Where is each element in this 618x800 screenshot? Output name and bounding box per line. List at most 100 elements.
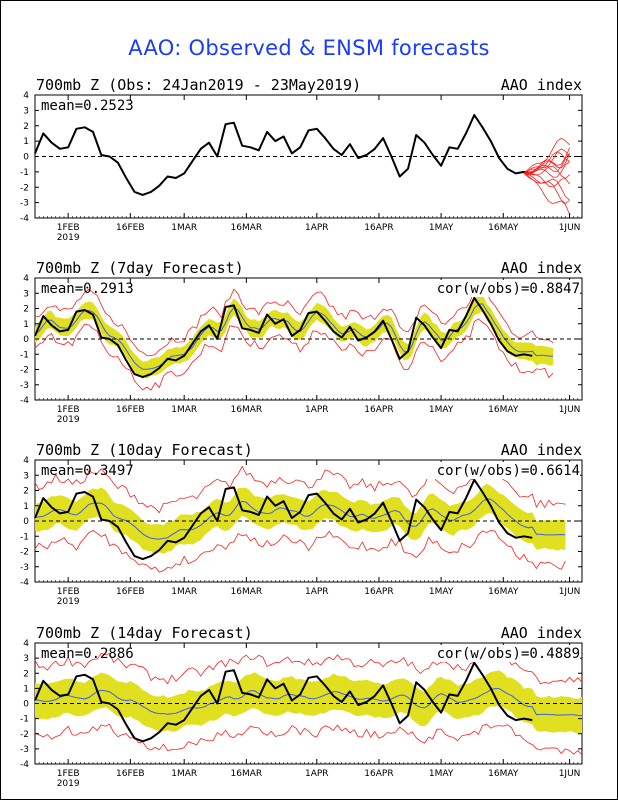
mean-label: mean=0.2886 — [41, 646, 134, 662]
cor-label-bg — [420, 645, 580, 662]
x-tick-label: 16APR — [364, 223, 393, 233]
y-tick-label: 0 — [23, 517, 29, 527]
index-label: AAO index — [501, 76, 582, 94]
y-tick-label: 4 — [23, 274, 29, 284]
mean-label: mean=0.3497 — [41, 463, 134, 479]
y-tick-label: 2 — [23, 487, 29, 497]
ensemble-member-line — [523, 165, 570, 180]
mean-label: mean=0.2913 — [41, 281, 134, 297]
y-tick-label: -1 — [20, 532, 29, 542]
y-tick-label: -1 — [20, 350, 29, 360]
ensemble-member-line — [523, 161, 570, 178]
index-label: AAO index — [501, 259, 582, 277]
y-tick-label: -4 — [20, 578, 29, 588]
x-tick-label: 16MAR — [231, 405, 263, 415]
y-tick-label: 3 — [23, 106, 29, 116]
y-tick-label: 0 — [23, 153, 29, 163]
correlation-label: cor(w/obs)=0.6614 — [437, 463, 580, 479]
y-tick-label: 4 — [23, 91, 29, 101]
x-tick-label: 1APR — [305, 223, 329, 233]
y-tick-label: -3 — [20, 745, 29, 755]
index-label: AAO index — [501, 624, 582, 642]
ensemble-member-line — [523, 152, 570, 174]
x-tick-label: 16MAR — [231, 769, 263, 779]
observed-line — [34, 114, 533, 196]
y-tick-label: -4 — [20, 396, 29, 406]
y-tick-label: 1 — [23, 137, 29, 147]
ensemble-member-line — [523, 151, 570, 174]
x-year-label: 2019 — [57, 233, 80, 243]
x-tick-label: 1APR — [305, 587, 329, 597]
page-title: AAO: Observed & ENSM forecasts — [128, 36, 490, 60]
y-tick-label: -2 — [20, 366, 29, 376]
y-tick-label: 2 — [23, 122, 29, 132]
chart-panel-2: 700mb Z (7day Forecast) AAO index 4 3 2 1 0 -1 -… — [20, 259, 583, 425]
x-tick-label: 1MAR — [171, 769, 197, 779]
y-tick-label: 1 — [23, 320, 29, 330]
x-tick-label: 1MAY — [429, 223, 454, 233]
y-tick-label: 4 — [23, 639, 29, 649]
y-tick-label: 3 — [23, 289, 29, 299]
x-tick-label: 1MAY — [429, 587, 454, 597]
x-tick-label: 1APR — [305, 405, 329, 415]
x-tick-label: 1JUN — [559, 405, 581, 415]
correlation-label: cor(w/obs)=0.8847 — [437, 281, 580, 297]
y-tick-label: -2 — [20, 183, 29, 193]
y-tick-label: -3 — [20, 563, 29, 573]
x-tick-label: 16MAY — [488, 769, 519, 779]
y-tick-label: -3 — [20, 381, 29, 391]
x-tick-label: 16MAR — [231, 587, 263, 597]
x-tick-label: 1JUN — [559, 587, 581, 597]
x-tick-label: 1APR — [305, 769, 329, 779]
x-tick-label: 16MAY — [488, 587, 519, 597]
y-tick-label: 0 — [23, 700, 29, 710]
ensemble-mean-line — [34, 303, 554, 370]
ensemble-member-line — [523, 173, 570, 204]
panel-title: 700mb Z (10day Forecast) — [36, 441, 253, 459]
x-tick-label: 1MAY — [429, 405, 454, 415]
x-tick-label: 16FEB — [116, 223, 145, 233]
x-tick-label: 1FEB — [57, 769, 80, 779]
y-tick-label: 1 — [23, 684, 29, 694]
ensemble-member-line — [523, 147, 570, 174]
index-label: AAO index — [501, 441, 582, 459]
spread-band — [35, 294, 553, 379]
panel-title: 700mb Z (14day Forecast) — [36, 624, 253, 642]
x-tick-label: 16APR — [364, 587, 393, 597]
chart-panel-3: 700mb Z (10day Forecast) AAO index 4 3 2 1 0 -1… — [20, 441, 583, 607]
x-tick-label: 1FEB — [57, 223, 80, 233]
x-tick-label: 16APR — [364, 769, 393, 779]
y-tick-label: 1 — [23, 502, 29, 512]
y-tick-label: -3 — [20, 199, 29, 209]
observed-line — [34, 661, 533, 743]
y-tick-label: -4 — [20, 760, 29, 770]
ensemble-member-line — [523, 173, 570, 188]
y-tick-label: -4 — [20, 214, 29, 224]
chart-panel-1: 700mb Z (Obs: 24Jan2019 - 23May2019) AAO … — [20, 76, 583, 243]
y-tick-label: 4 — [23, 456, 29, 466]
panel-title: 700mb Z (7day Forecast) — [36, 259, 244, 277]
panel-title: 700mb Z (Obs: 24Jan2019 - 23May2019) — [36, 76, 361, 94]
x-year-label: 2019 — [57, 597, 80, 607]
observed-line — [34, 296, 533, 379]
ensemble-mean-line — [34, 498, 566, 540]
spread-lower-line — [34, 529, 566, 573]
x-year-label: 2019 — [57, 415, 80, 425]
y-tick-label: -1 — [20, 168, 29, 178]
x-tick-label: 16MAR — [231, 223, 263, 233]
y-tick-label: -1 — [20, 715, 29, 725]
mean-label: mean=0.2523 — [41, 98, 134, 114]
y-tick-label: 2 — [23, 305, 29, 315]
x-tick-label: 16FEB — [116, 769, 145, 779]
x-tick-label: 16MAY — [488, 223, 519, 233]
observed-line — [34, 478, 533, 561]
x-tick-label: 1MAR — [171, 223, 197, 233]
y-tick-label: 3 — [23, 471, 29, 481]
spread-upper-line — [34, 282, 554, 357]
x-tick-label: 1JUN — [559, 223, 581, 233]
x-tick-label: 1MAY — [429, 769, 454, 779]
y-tick-label: 0 — [23, 335, 29, 345]
cor-label-bg — [420, 280, 580, 297]
x-tick-label: 1JUN — [559, 769, 581, 779]
